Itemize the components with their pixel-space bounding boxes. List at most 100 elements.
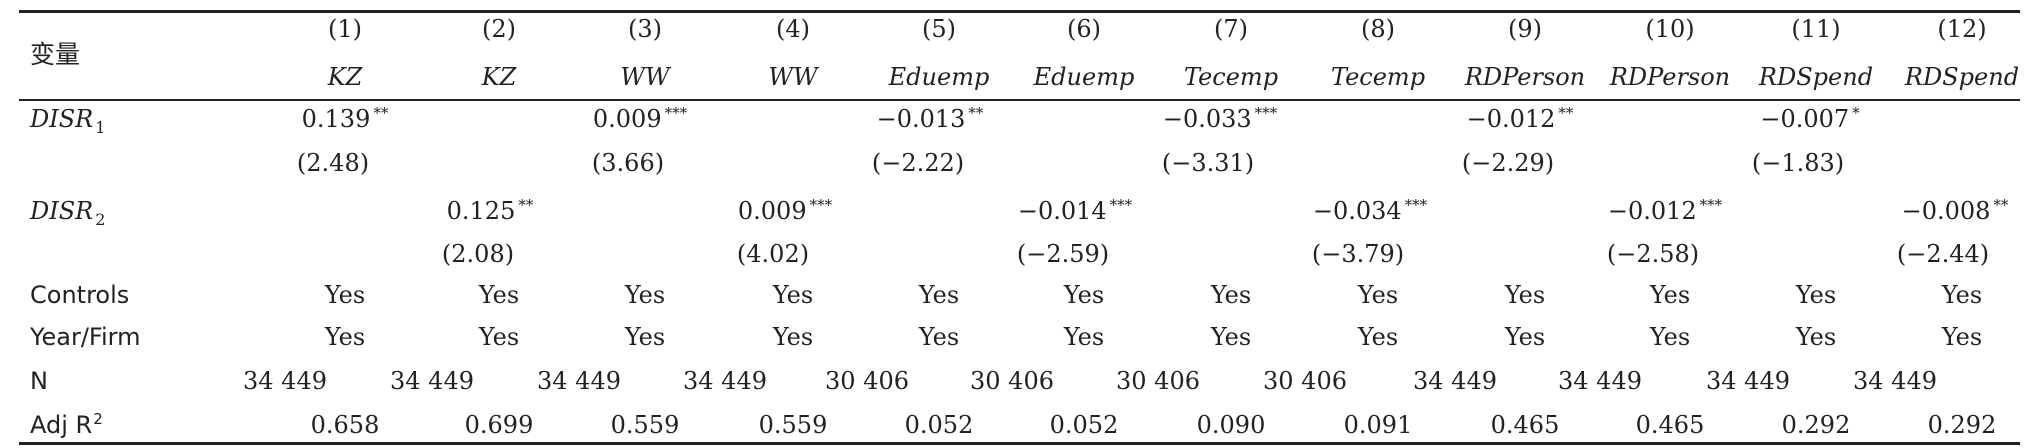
year-firm-cell: Yes — [772, 323, 814, 351]
controls-cell: Yes — [1504, 281, 1546, 309]
disr1-tstat: (−2.22) — [871, 149, 965, 177]
year-firm-cell: Yes — [1210, 323, 1252, 351]
adj-r2-cell: 0.292 — [1781, 411, 1851, 439]
n-cell: 30 406 — [1116, 367, 1200, 395]
significance-stars: ** — [1558, 104, 1574, 122]
n-cell: 34 449 — [1558, 367, 1642, 395]
disr1-coef: 0.009 *** — [592, 104, 688, 133]
adj-r2-cell: 0.292 — [1927, 411, 1997, 439]
year-firm-cell: Yes — [1357, 323, 1399, 351]
n-cell: 30 406 — [970, 367, 1054, 395]
disr1-tstat: (3.66) — [591, 149, 665, 177]
n-cell: 30 406 — [1263, 367, 1347, 395]
n-cell: 34 449 — [1413, 367, 1497, 395]
n-cell: 34 449 — [390, 367, 474, 395]
column-number: (7) — [1214, 15, 1248, 43]
disr2-coef: −0.014 *** — [1017, 196, 1133, 225]
year-firm-cell: Yes — [624, 323, 666, 351]
disr2-tstat: (4.02) — [736, 240, 810, 268]
column-variable: Eduemp — [1033, 63, 1135, 91]
table-bottom-rule — [19, 442, 2020, 445]
disr1-tstat: (−3.31) — [1161, 149, 1255, 177]
column-variable: RDSpend — [1904, 63, 2020, 91]
row-label-year-firm: Year/Firm — [30, 323, 141, 351]
disr2-coef: 0.125 ** — [446, 196, 534, 225]
disr2-coef: 0.009 *** — [737, 196, 833, 225]
year-firm-cell: Yes — [1504, 323, 1546, 351]
n-cell: 34 449 — [537, 367, 621, 395]
adj-r2-cell: 0.559 — [610, 411, 680, 439]
column-variable: Eduemp — [888, 63, 990, 91]
column-variable: RDPerson — [1464, 63, 1586, 91]
column-variable: KZ — [327, 63, 363, 91]
controls-cell: Yes — [918, 281, 960, 309]
year-firm-cell: Yes — [324, 323, 366, 351]
column-number: (5) — [922, 15, 956, 43]
row-label-disr2: DISR 2 — [30, 197, 106, 229]
significance-stars: ** — [518, 196, 534, 214]
adj-r2-cell: 0.090 — [1196, 411, 1266, 439]
row-label-disr1: DISR 1 — [30, 105, 106, 137]
disr1-tstat: (2.48) — [296, 149, 370, 177]
adj-r2-cell: 0.052 — [1049, 411, 1119, 439]
adj-r2-cell: 0.091 — [1343, 411, 1413, 439]
disr1-coef: 0.139 ** — [301, 104, 389, 133]
column-number: (1) — [328, 15, 362, 43]
disr2-coef: −0.012 *** — [1607, 196, 1723, 225]
controls-cell: Yes — [478, 281, 520, 309]
column-variable: WW — [620, 63, 670, 91]
column-number: (6) — [1067, 15, 1101, 43]
column-number: (11) — [1791, 15, 1841, 43]
adj-r2-cell: 0.465 — [1635, 411, 1705, 439]
column-variable: RDSpend — [1758, 63, 1874, 91]
adj-r2-cell: 0.465 — [1490, 411, 1560, 439]
significance-stars: *** — [1699, 196, 1723, 214]
controls-cell: Yes — [1210, 281, 1252, 309]
row-label-adj-r2: Adj R2 — [30, 410, 103, 439]
column-variable: KZ — [481, 63, 517, 91]
year-firm-cell: Yes — [918, 323, 960, 351]
disr2-tstat: (−2.58) — [1606, 240, 1700, 268]
row-label-controls: Controls — [30, 281, 130, 309]
column-variable: Tecemp — [1183, 63, 1279, 91]
controls-cell: Yes — [1941, 281, 1983, 309]
column-number: (2) — [482, 15, 516, 43]
table-top-rule — [19, 10, 2020, 13]
significance-stars: *** — [664, 104, 688, 122]
column-variable: RDPerson — [1609, 63, 1731, 91]
disr1-coef: −0.012 ** — [1466, 104, 1574, 133]
variable-header: 变量 — [30, 40, 81, 69]
significance-stars: *** — [1404, 196, 1428, 214]
significance-stars: *** — [1109, 196, 1133, 214]
column-number: (4) — [776, 15, 810, 43]
controls-cell: Yes — [1649, 281, 1691, 309]
row-label-n: N — [30, 367, 48, 395]
column-number: (8) — [1361, 15, 1395, 43]
year-firm-cell: Yes — [1649, 323, 1691, 351]
controls-cell: Yes — [772, 281, 814, 309]
disr2-coef: −0.008 ** — [1901, 196, 2009, 225]
significance-stars: ** — [968, 104, 984, 122]
disr1-coef: −0.033 *** — [1162, 104, 1278, 133]
n-cell: 34 449 — [243, 367, 327, 395]
significance-stars: ** — [1993, 196, 2009, 214]
n-cell: 30 406 — [825, 367, 909, 395]
adj-r2-cell: 0.658 — [310, 411, 380, 439]
column-number: (9) — [1508, 15, 1542, 43]
table-header-rule — [19, 99, 2020, 101]
significance-stars: ** — [373, 104, 389, 122]
disr2-tstat: (−2.44) — [1896, 240, 1990, 268]
column-number: (10) — [1645, 15, 1695, 43]
adj-r2-cell: 0.052 — [904, 411, 974, 439]
disr2-tstat: (2.08) — [441, 240, 515, 268]
controls-cell: Yes — [324, 281, 366, 309]
adj-r2-cell: 0.699 — [464, 411, 534, 439]
disr1-tstat: (−2.29) — [1461, 149, 1555, 177]
significance-stars: *** — [809, 196, 833, 214]
year-firm-cell: Yes — [1941, 323, 1983, 351]
significance-stars: *** — [1254, 104, 1278, 122]
column-variable: WW — [768, 63, 818, 91]
adj-r2-cell: 0.559 — [758, 411, 828, 439]
year-firm-cell: Yes — [478, 323, 520, 351]
disr2-tstat: (−2.59) — [1016, 240, 1110, 268]
